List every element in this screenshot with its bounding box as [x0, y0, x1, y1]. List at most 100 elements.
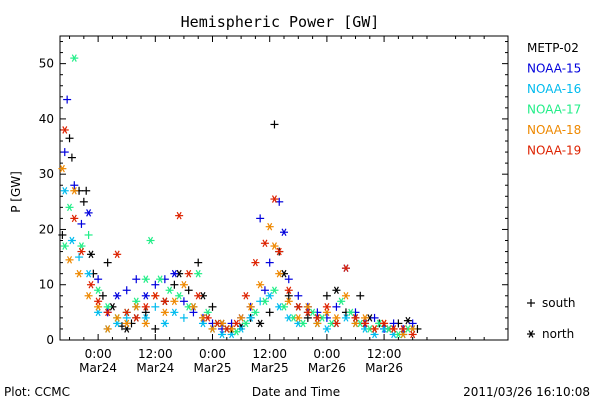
data-point [82, 186, 91, 195]
x-tick-time-label: 12:00 [367, 347, 402, 361]
x-axis-label: Date and Time [252, 385, 340, 399]
legend-series-label: NOAA-15 [527, 62, 581, 76]
data-point [241, 319, 250, 328]
data-point [77, 247, 86, 256]
data-point [122, 308, 131, 317]
data-point [256, 280, 265, 289]
data-point [389, 325, 398, 333]
legend-series-label: NOAA-18 [527, 123, 581, 137]
data-point [175, 211, 184, 220]
data-point [141, 308, 150, 317]
series-noaa-18 [58, 164, 417, 339]
data-point [284, 275, 293, 284]
data-point [270, 120, 279, 129]
north-marker-icon [527, 330, 535, 338]
data-point [184, 286, 193, 295]
south-marker-icon [527, 299, 535, 307]
data-point [58, 230, 67, 239]
data-point [265, 308, 274, 317]
data-point [175, 292, 184, 300]
data-point [160, 308, 169, 317]
data-point [361, 319, 370, 328]
data-point [260, 239, 269, 248]
data-point [294, 314, 303, 322]
data-point [170, 280, 179, 289]
data-point [132, 314, 141, 322]
data-point [79, 197, 88, 206]
y-tick-label: 0 [46, 333, 54, 347]
data-point [265, 222, 274, 231]
data-point [341, 292, 350, 300]
data-point [380, 319, 389, 328]
legend-series-label: NOAA-16 [527, 82, 581, 96]
data-point [275, 269, 284, 278]
data-point [332, 302, 341, 311]
plot-area: 010203040500:00Mar2412:00Mar240:00Mar251… [39, 35, 509, 375]
x-tick-time-label: 0:00 [313, 347, 340, 361]
data-point [103, 308, 112, 317]
data-point [251, 308, 260, 317]
data-point [179, 280, 188, 289]
data-point [337, 297, 346, 306]
data-point [280, 228, 288, 236]
data-point [189, 308, 198, 317]
data-point [270, 195, 279, 203]
data-point [122, 313, 131, 322]
data-point [265, 292, 274, 300]
data-point [113, 314, 122, 322]
x-tick-date-label: Mar26 [365, 361, 403, 375]
data-point [294, 303, 303, 311]
data-point [179, 313, 188, 322]
data-point [122, 319, 131, 328]
data-point [156, 275, 165, 283]
data-point [194, 258, 203, 267]
data-point [280, 303, 288, 311]
data-point [65, 203, 74, 212]
data-point [146, 236, 155, 245]
data-point [60, 186, 69, 195]
data-point [351, 314, 360, 322]
plot-credit-label: Plot: CCMC [4, 385, 70, 399]
y-tick-label: 10 [39, 278, 54, 292]
data-point [389, 319, 398, 328]
data-point [84, 292, 93, 300]
y-axis-label: P [GW] [9, 171, 23, 213]
chart-title: Hemispheric Power [GW] [181, 13, 380, 31]
data-point [408, 330, 417, 339]
plot-timestamp: 2011/03/26 16:10:08 [463, 385, 590, 399]
data-point [132, 297, 141, 306]
data-point [332, 319, 341, 328]
data-point [208, 302, 217, 311]
data-point [94, 303, 103, 311]
data-point [141, 319, 150, 328]
data-point [179, 297, 188, 306]
data-point [77, 219, 86, 228]
data-point [113, 250, 122, 259]
data-point [246, 303, 255, 311]
data-point [70, 54, 79, 62]
data-point [165, 286, 174, 295]
data-point [194, 269, 203, 278]
data-point [60, 242, 69, 250]
data-point [189, 303, 198, 311]
data-point [132, 303, 141, 311]
data-point [151, 324, 160, 333]
data-point [313, 314, 322, 322]
y-tick-label: 30 [39, 167, 54, 181]
data-point [84, 209, 93, 217]
x-tick-time-label: 0:00 [199, 347, 226, 361]
x-tick-date-label: Mar25 [194, 361, 232, 375]
data-point [94, 308, 103, 317]
data-point [222, 325, 231, 333]
data-point [65, 134, 74, 143]
data-point [356, 291, 365, 300]
y-tick-label: 40 [39, 112, 54, 126]
data-point [75, 269, 84, 278]
data-point [246, 314, 255, 322]
data-point [260, 286, 269, 295]
data-point [60, 126, 69, 134]
data-point [94, 275, 103, 284]
data-point [303, 313, 312, 322]
data-point [103, 325, 112, 333]
